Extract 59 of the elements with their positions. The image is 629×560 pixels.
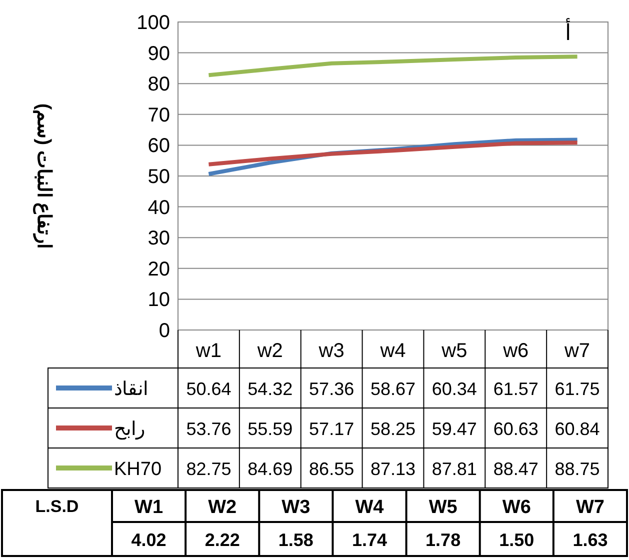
data-label: 50.64 <box>186 379 232 399</box>
x-tick-label: w4 <box>379 340 406 362</box>
data-label: 58.25 <box>370 419 416 439</box>
data-label: 61.75 <box>554 379 600 399</box>
text: W2 <box>208 497 237 518</box>
data-label: 87.13 <box>370 459 416 479</box>
data-label: 57.17 <box>309 419 354 439</box>
data-label: 58.67 <box>370 379 416 399</box>
y-tick-label: 0 <box>158 320 170 342</box>
data-label: 61.57 <box>493 379 538 399</box>
text: L.S.D <box>35 497 79 516</box>
text: W7 <box>576 497 604 518</box>
data-label: 55.59 <box>248 419 293 439</box>
x-tick-label: w1 <box>194 340 222 362</box>
text: W1 <box>134 497 164 518</box>
data-label: 88.47 <box>493 459 538 479</box>
text: W3 <box>282 497 310 518</box>
x-tick-label: w5 <box>440 340 468 362</box>
x-tick-label: w3 <box>318 340 344 362</box>
legend-label: KH70 <box>114 459 162 480</box>
y-tick-label: 90 <box>148 42 170 65</box>
data-label: 86.55 <box>309 459 354 479</box>
text: 1.78 <box>426 530 461 550</box>
y-tick-label: 100 <box>136 12 170 34</box>
text: 1.63 <box>572 530 608 550</box>
chart-title: أ <box>565 17 571 45</box>
data-label: 59.47 <box>432 419 477 439</box>
text: W6 <box>502 497 531 518</box>
text: 1.58 <box>278 530 314 550</box>
data-label: 57.36 <box>309 379 354 399</box>
data-label: 60.34 <box>432 379 477 399</box>
data-label: 60.84 <box>554 419 600 439</box>
y-tick-label: 80 <box>148 74 170 96</box>
legend-label: رابح <box>114 419 145 440</box>
text: 1.74 <box>352 530 388 550</box>
y-tick-label: 40 <box>148 196 170 219</box>
x-tick-label: w2 <box>256 340 283 362</box>
data-label: 84.69 <box>248 459 293 479</box>
data-label: 60.63 <box>493 419 538 439</box>
data-label: 88.75 <box>554 459 600 479</box>
y-tick-label: 50 <box>148 166 170 188</box>
y-tick-label: 30 <box>148 228 170 250</box>
data-label: 87.81 <box>432 459 477 479</box>
y-axis-title: ارتفاع النبات (سم) <box>33 103 54 249</box>
x-tick-label: w6 <box>502 340 529 362</box>
y-tick-label: 20 <box>148 258 170 280</box>
y-tick-label: 60 <box>148 135 170 158</box>
text: W5 <box>428 497 458 518</box>
text: 4.02 <box>131 530 166 550</box>
text: 2.22 <box>204 530 240 550</box>
legend-label: انقاذ <box>114 379 148 400</box>
y-tick-label: 10 <box>148 289 170 312</box>
data-label: 53.76 <box>186 419 232 439</box>
text: W4 <box>355 497 384 518</box>
text: 1.50 <box>499 530 534 550</box>
y-tick-label: 70 <box>148 104 170 126</box>
x-tick-label: w7 <box>563 340 590 362</box>
data-label: 54.32 <box>248 379 293 399</box>
data-label: 82.75 <box>186 459 232 479</box>
